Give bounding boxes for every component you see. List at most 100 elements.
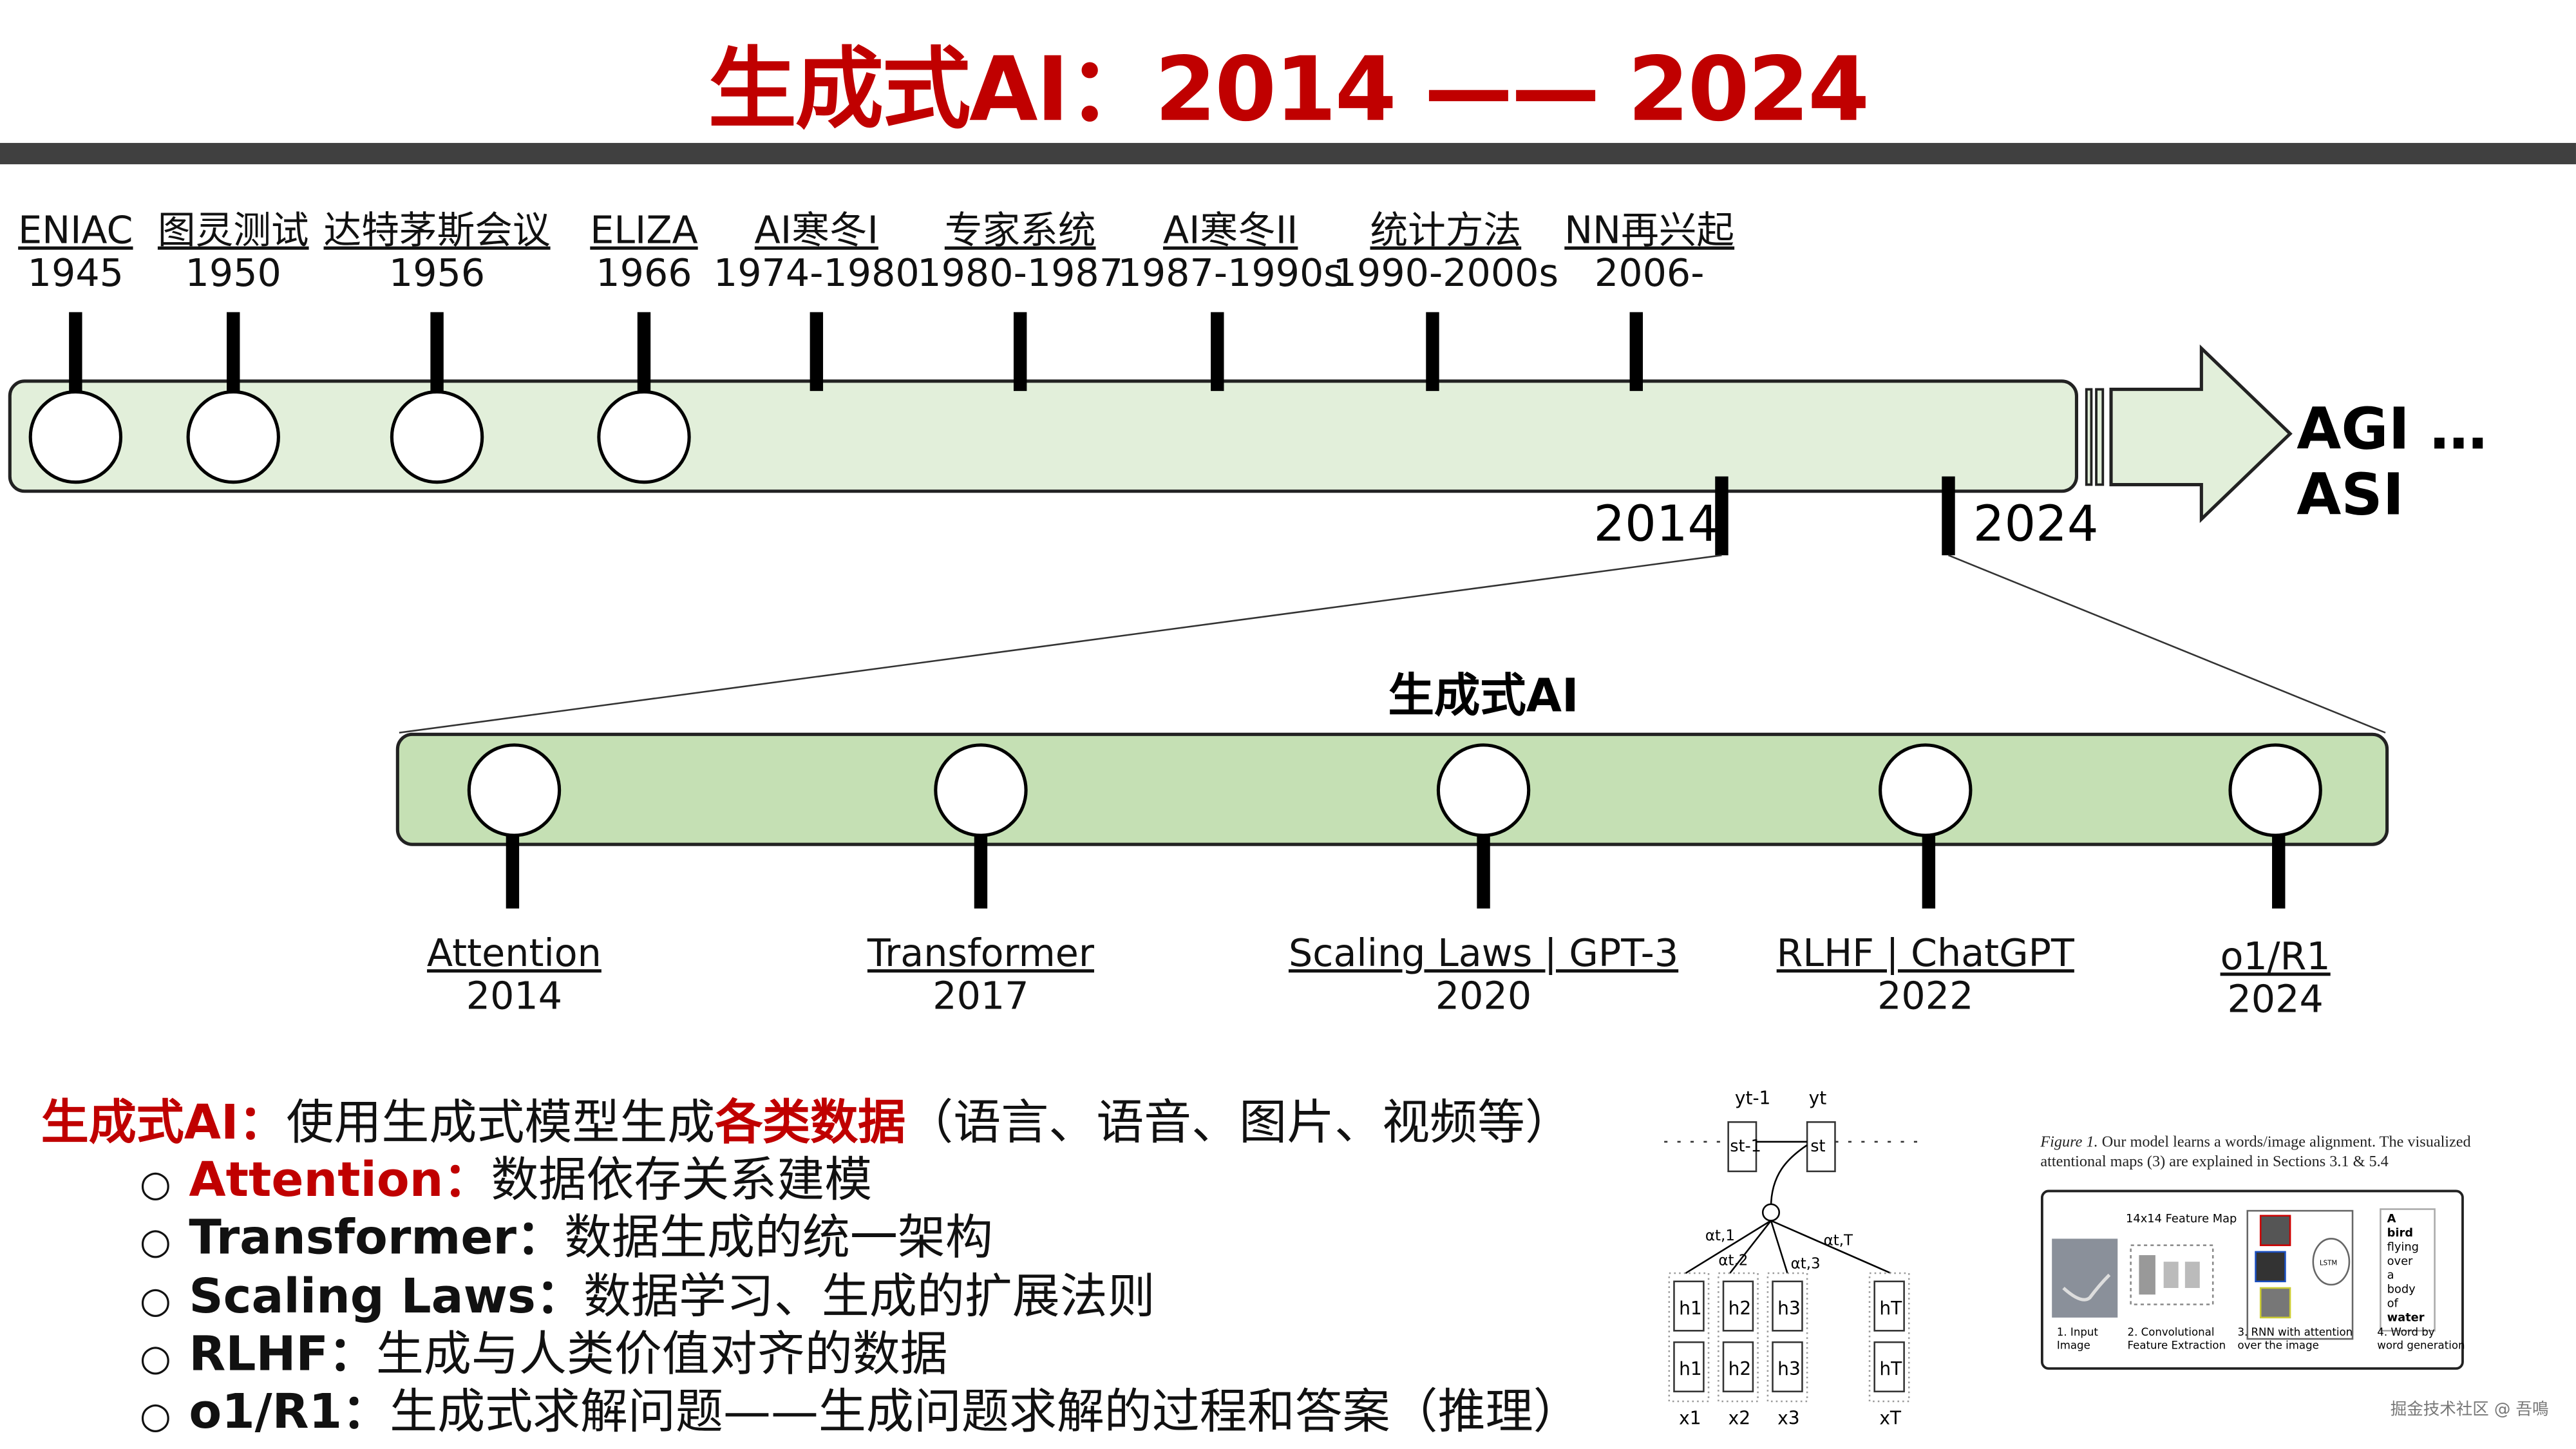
watermark: 掘金技术社区 @ 吾鳴 <box>2390 1401 2549 1420</box>
history-event-name: ELIZA <box>590 210 698 253</box>
history-event-name: 统计方法 <box>1370 210 1522 253</box>
gen-ai-event-year: 2014 <box>466 976 563 1019</box>
svg-text:water: water <box>2387 1311 2425 1325</box>
summary-definition: 生成式AI：使用生成式模型生成各类数据（语言、语音、图片、视频等） <box>41 1084 1573 1153</box>
gen-ai-event-name: Transformer <box>867 933 1094 976</box>
svg-text:a: a <box>2387 1269 2394 1282</box>
bullet-circle-icon: ○ <box>139 1280 171 1322</box>
gen-ai-milestone-circle <box>1436 743 1531 837</box>
gen-ai-tick <box>506 834 520 909</box>
history-tick <box>430 312 444 392</box>
gen-ai-title: 生成式AI <box>1388 668 1579 723</box>
svg-text:h3: h3 <box>1777 1298 1801 1319</box>
gen-ai-event-name: RLHF | ChatGPT <box>1776 933 2074 976</box>
history-event: 达特茅斯会议 1956 <box>324 211 551 296</box>
svg-text:x3: x3 <box>1777 1408 1799 1429</box>
history-milestone-circle <box>28 390 123 484</box>
history-milestone-circle <box>186 390 280 484</box>
bullet-item: ○ Scaling Laws：数据学习、生成的扩展法则 <box>140 1258 1155 1327</box>
gen-ai-event-year: 2020 <box>1435 976 1532 1019</box>
history-tick <box>1426 312 1439 392</box>
history-event: AI寒冬I 1974-1980 <box>714 211 920 296</box>
state-label: st-1 <box>1730 1137 1761 1156</box>
encoder-column: h1 h1 x1 <box>1668 1272 1710 1429</box>
bullet-item: ○ o1/R1：生成式求解问题——生成问题求解的过程和答案（推理） <box>140 1374 1581 1443</box>
gen-ai-event: o1/R1 2024 <box>2221 936 2331 1022</box>
header-divider <box>0 142 2576 165</box>
bullet-circle-icon: ○ <box>139 1338 171 1380</box>
gen-ai-event-name: Scaling Laws | GPT-3 <box>1288 933 1679 976</box>
bullet-item: ○ Attention：数据依存关系建模 <box>140 1142 872 1211</box>
gen-ai-milestone-circle <box>2228 743 2322 837</box>
svg-text:x1: x1 <box>1679 1408 1701 1429</box>
history-tick <box>1013 312 1027 392</box>
range-start-tick <box>1715 476 1728 556</box>
history-timeline-bar <box>8 379 2079 493</box>
gen-ai-event-name: Attention <box>427 933 601 976</box>
state-label: st <box>1810 1137 1825 1156</box>
history-event: ENIAC 1945 <box>18 211 133 296</box>
history-event: ELIZA 1966 <box>590 211 697 296</box>
range-end-label: 2024 <box>1973 496 2099 554</box>
summary-examples: （语言、语音、图片、视频等） <box>905 1094 1573 1150</box>
history-event: 图灵测试 1950 <box>158 211 309 296</box>
history-event: 统计方法 1990-2000s <box>1333 211 1558 296</box>
svg-text:αt,1: αt,1 <box>1705 1227 1735 1244</box>
gen-ai-event: Attention 2014 <box>427 933 601 1019</box>
history-event-name: AI寒冬II <box>1162 210 1298 253</box>
history-tick <box>637 312 651 392</box>
range-start-label: 2014 <box>1593 496 1719 554</box>
bullet-text: 数据生成的统一架构 <box>564 1209 993 1266</box>
future-label: AGI … ASI <box>2297 397 2488 529</box>
svg-text:hT: hT <box>1879 1358 1902 1379</box>
history-event-year: 1990-2000s <box>1332 252 1559 296</box>
history-event-year: 1950 <box>185 252 281 296</box>
bullet-label: Transformer： <box>189 1209 565 1266</box>
gen-ai-event-name: o1/R1 <box>2220 936 2331 980</box>
encoder-column: h2 h2 x2 <box>1718 1272 1759 1429</box>
gen-ai-milestone-circle <box>934 743 1028 837</box>
bullet-text: 生成式求解问题——生成问题求解的过程和答案（推理） <box>390 1383 1581 1440</box>
gen-ai-tick <box>1922 834 1936 909</box>
bullet-label: Scaling Laws： <box>189 1267 583 1324</box>
summary-highlight: 各类数据 <box>715 1094 906 1150</box>
svg-text:h2: h2 <box>1728 1298 1752 1319</box>
bullet-circle-icon: ○ <box>139 1222 171 1264</box>
svg-text:x2: x2 <box>1728 1408 1750 1429</box>
svg-text:14x14 Feature Map: 14x14 Feature Map <box>2126 1212 2237 1226</box>
history-event-name: 专家系统 <box>944 210 1096 253</box>
bullet-circle-icon: ○ <box>139 1164 171 1206</box>
history-milestone-circle <box>597 390 691 484</box>
history-event: NN再兴起 2006- <box>1564 211 1734 296</box>
gen-ai-tick <box>2272 834 2286 909</box>
range-end-tick <box>1942 476 1955 556</box>
gen-ai-event-year: 2017 <box>933 976 1029 1019</box>
svg-text:h1: h1 <box>1679 1358 1702 1379</box>
future-arrow-icon <box>2085 344 2293 524</box>
gen-ai-tick <box>974 834 988 909</box>
svg-text:of: of <box>2387 1297 2399 1311</box>
summary-term: 生成式AI： <box>41 1094 287 1150</box>
svg-text:flying: flying <box>2387 1240 2419 1254</box>
svg-text:bird: bird <box>2387 1226 2413 1240</box>
history-event-name: 达特茅斯会议 <box>323 210 551 253</box>
gen-ai-tick <box>1477 834 1490 909</box>
history-event-year: 1966 <box>596 252 692 296</box>
bullet-item: ○ RLHF：生成与人类价值对齐的数据 <box>140 1316 948 1385</box>
svg-text:hT: hT <box>1879 1298 1902 1319</box>
caption-text: Our model learns a words/image alignment… <box>2040 1135 2471 1171</box>
encoder-column: h3 h3 x3 <box>1766 1272 1808 1429</box>
page-title: 生成式AI：2014 —— 2024 <box>708 37 1870 142</box>
gen-ai-milestone-circle <box>1879 743 1973 837</box>
history-tick <box>1629 312 1643 392</box>
bullet-text: 生成与人类价值对齐的数据 <box>375 1325 948 1382</box>
svg-text:αt,T: αt,T <box>1824 1233 1853 1249</box>
gen-ai-event-year: 2022 <box>1877 976 1974 1019</box>
summary-text: 使用生成式模型生成 <box>286 1094 715 1150</box>
svg-text:A: A <box>2387 1212 2396 1226</box>
history-event-name: ENIAC <box>18 210 133 253</box>
